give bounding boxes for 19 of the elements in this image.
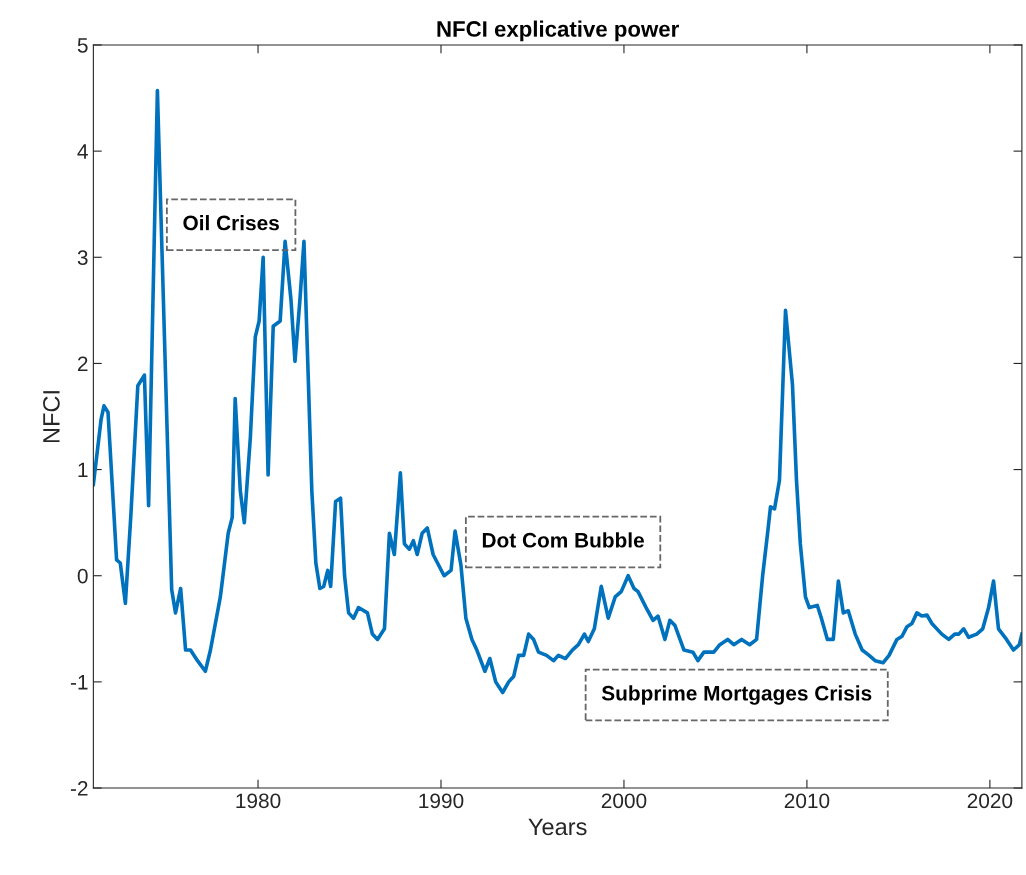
x-tick-label: 2020 xyxy=(967,793,1013,809)
y-tick-label: 5 xyxy=(77,38,88,53)
annotation: Dot Com Bubble xyxy=(482,532,644,548)
y-tick-label: 1 xyxy=(78,462,88,478)
x-tick-label: 1980 xyxy=(236,793,281,809)
x-axis-title: Years xyxy=(528,818,587,836)
chart-title: NFCI explicative power xyxy=(437,20,679,42)
y-axis-title: NFCI xyxy=(43,391,60,443)
y-tick-label: 0 xyxy=(77,568,88,584)
x-tick-label: 1990 xyxy=(419,793,464,809)
annotation: Subprime Mortgages Crisis xyxy=(601,685,872,705)
annotation: Oil Crises xyxy=(183,215,279,231)
x-tick-label: 2000 xyxy=(601,793,647,809)
y-tick-label: -2 xyxy=(70,781,88,796)
y-tick-label: 3 xyxy=(77,250,88,266)
x-tick-label: 2010 xyxy=(784,793,830,809)
y-tick-label: -1 xyxy=(70,675,88,690)
y-tick-label: 4 xyxy=(77,144,88,159)
y-tick-label: 2 xyxy=(77,356,88,371)
